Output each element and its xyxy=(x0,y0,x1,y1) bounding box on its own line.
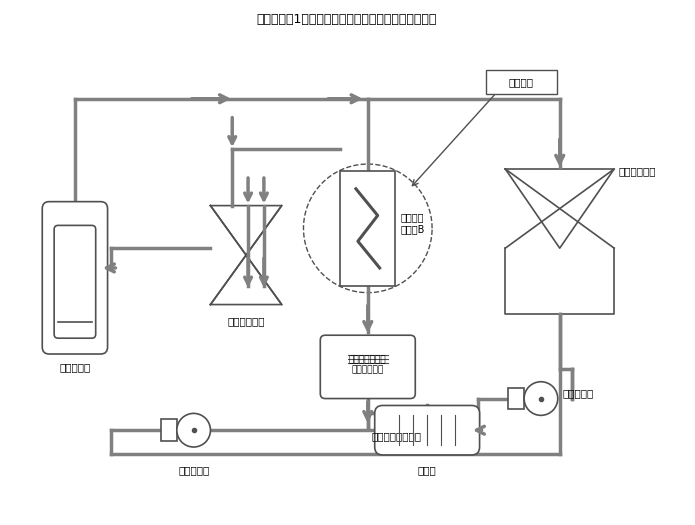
Text: 当該箇所: 当該箇所 xyxy=(509,77,534,87)
Text: 高圧給水加熱器へ: 高圧給水加熱器へ xyxy=(372,431,422,441)
Text: 脱気器: 脱気器 xyxy=(418,465,436,475)
Text: 蒸気発生器: 蒸気発生器 xyxy=(59,362,90,372)
FancyBboxPatch shape xyxy=(54,225,96,338)
Text: 復水ポンプ: 復水ポンプ xyxy=(563,388,594,398)
Text: 伊方発電所1号機　湿分分離加熱器まわり概略系統図: 伊方発電所1号機 湿分分離加熱器まわり概略系統図 xyxy=(257,13,437,26)
Circle shape xyxy=(177,413,211,447)
Text: 給水ポンプ: 給水ポンプ xyxy=(178,465,209,475)
Text: 低圧タービン: 低圧タービン xyxy=(618,166,655,176)
Bar xyxy=(508,387,524,410)
FancyBboxPatch shape xyxy=(375,405,480,455)
FancyBboxPatch shape xyxy=(320,335,416,398)
Text: 高圧タービン: 高圧タービン xyxy=(227,317,265,327)
Text: 湿分分離加熱器
ドレンタンク: 湿分分離加熱器 ドレンタンク xyxy=(349,355,386,375)
Bar xyxy=(161,419,177,441)
Bar xyxy=(340,171,395,286)
Text: 湿分分離
加熱器B: 湿分分離 加熱器B xyxy=(400,213,425,234)
Bar xyxy=(486,70,557,94)
FancyBboxPatch shape xyxy=(42,202,108,354)
Circle shape xyxy=(524,382,558,415)
